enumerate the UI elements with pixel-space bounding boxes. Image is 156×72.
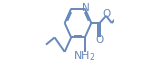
Text: O: O: [96, 35, 104, 45]
Text: NH$_2$: NH$_2$: [73, 49, 96, 63]
Text: N: N: [82, 3, 89, 13]
Text: O: O: [102, 9, 110, 19]
